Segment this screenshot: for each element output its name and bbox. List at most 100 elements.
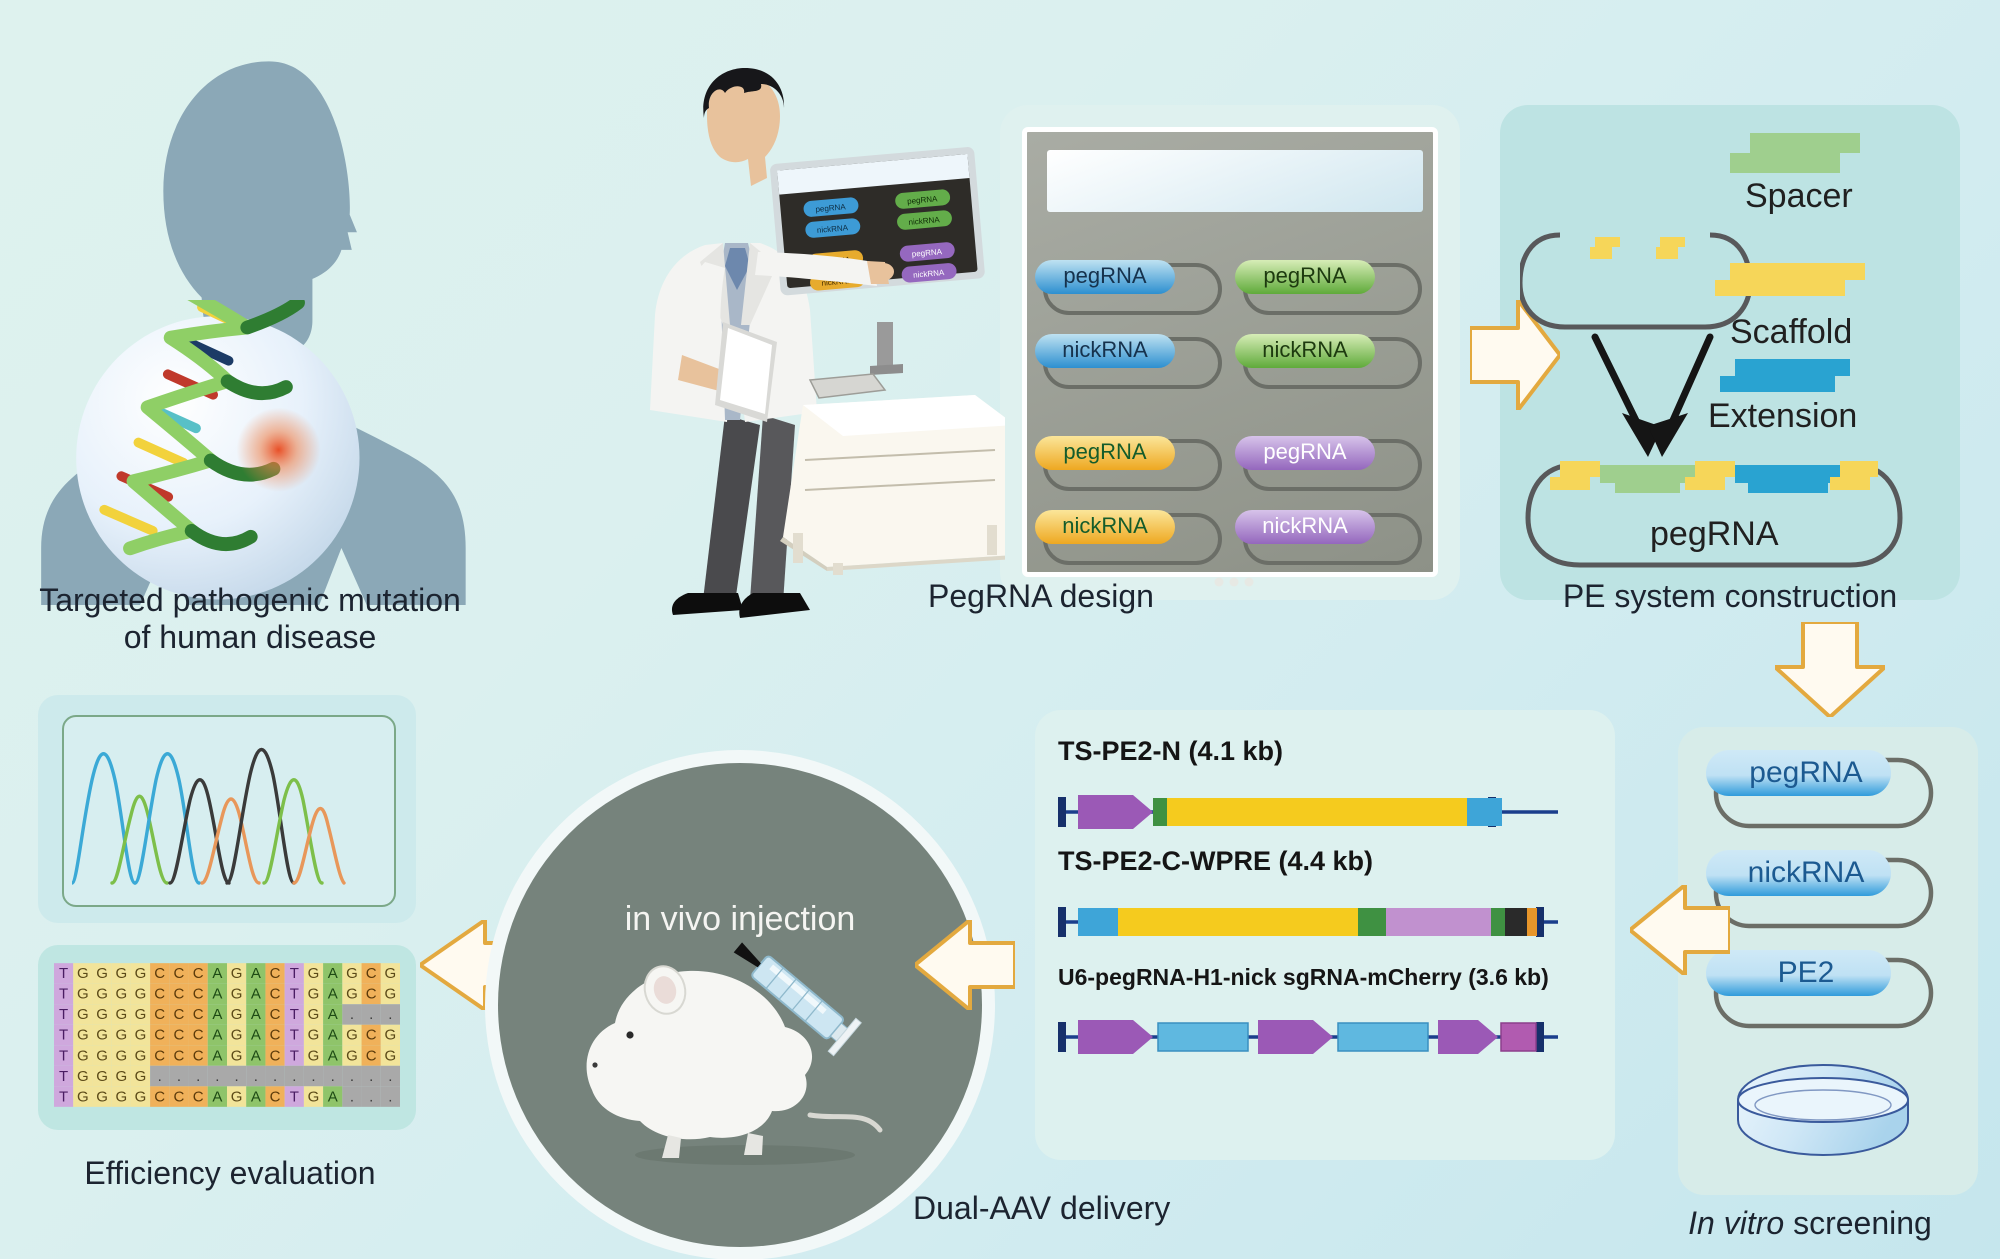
- svg-text:T: T: [290, 965, 299, 982]
- svg-text:G: G: [135, 986, 147, 1003]
- svg-text:A: A: [328, 1027, 338, 1044]
- svg-text:.: .: [292, 1068, 296, 1085]
- svg-text:C: C: [174, 1088, 185, 1105]
- svg-text:U6-pegRNA-H1-nick sgRNA-mCherr: U6-pegRNA-H1-nick sgRNA-mCherry (3.6 kb): [1058, 964, 1549, 990]
- svg-text:C: C: [154, 1088, 165, 1105]
- svg-text:G: G: [115, 965, 127, 982]
- svg-text:C: C: [154, 1006, 165, 1023]
- svg-text:G: G: [346, 1027, 358, 1044]
- svg-text:.: .: [235, 1068, 239, 1085]
- svg-text:.: .: [311, 1068, 315, 1085]
- svg-text:nickRNA: nickRNA: [1062, 513, 1148, 538]
- svg-text:G: G: [231, 1088, 243, 1105]
- svg-text:C: C: [174, 1006, 185, 1023]
- svg-text:.: .: [177, 1068, 181, 1085]
- svg-text:C: C: [154, 1027, 165, 1044]
- svg-text:G: G: [308, 1047, 320, 1064]
- svg-text:G: G: [115, 1068, 127, 1085]
- svg-text:G: G: [135, 1047, 147, 1064]
- svg-text:.: .: [215, 1068, 219, 1085]
- svg-text:G: G: [346, 965, 358, 982]
- svg-text:A: A: [212, 965, 222, 982]
- svg-text:G: G: [308, 986, 320, 1003]
- svg-text:A: A: [251, 1047, 261, 1064]
- svg-text:T: T: [290, 1027, 299, 1044]
- svg-text:G: G: [231, 986, 243, 1003]
- svg-text:pegRNA: pegRNA: [1263, 263, 1346, 288]
- svg-text:nickRNA: nickRNA: [1262, 337, 1348, 362]
- svg-text:G: G: [96, 1006, 108, 1023]
- svg-text:C: C: [270, 965, 281, 982]
- svg-text:G: G: [135, 1068, 147, 1085]
- svg-text:.: .: [369, 1068, 373, 1085]
- svg-text:C: C: [174, 965, 185, 982]
- svg-text:G: G: [231, 1027, 243, 1044]
- svg-text:C: C: [366, 986, 377, 1003]
- svg-text:A: A: [251, 1088, 261, 1105]
- svg-text:C: C: [270, 986, 281, 1003]
- svg-text:A: A: [328, 965, 338, 982]
- svg-text:T: T: [59, 1006, 68, 1023]
- svg-text:C: C: [270, 1006, 281, 1023]
- svg-text:G: G: [308, 965, 320, 982]
- svg-text:pegRNA: pegRNA: [1263, 439, 1346, 464]
- svg-text:G: G: [385, 965, 397, 982]
- svg-text:.: .: [388, 1006, 392, 1023]
- svg-text:G: G: [308, 1027, 320, 1044]
- svg-text:C: C: [154, 965, 165, 982]
- svg-text:pegRNA: pegRNA: [1063, 263, 1146, 288]
- svg-text:A: A: [212, 1088, 222, 1105]
- svg-text:C: C: [174, 986, 185, 1003]
- svg-text:G: G: [96, 986, 108, 1003]
- svg-text:G: G: [96, 965, 108, 982]
- svg-text:A: A: [328, 1088, 338, 1105]
- svg-text:Extension: Extension: [1708, 397, 1857, 435]
- svg-text:G: G: [77, 986, 89, 1003]
- svg-text:A: A: [212, 986, 222, 1003]
- svg-text:G: G: [308, 1088, 320, 1105]
- svg-text:G: G: [115, 986, 127, 1003]
- svg-text:C: C: [366, 1047, 377, 1064]
- svg-text:Spacer: Spacer: [1745, 177, 1853, 215]
- svg-text:.: .: [350, 1006, 354, 1023]
- svg-text:G: G: [77, 1006, 89, 1023]
- svg-text:T: T: [290, 1006, 299, 1023]
- svg-text:G: G: [77, 1027, 89, 1044]
- svg-text:G: G: [385, 1047, 397, 1064]
- svg-text:G: G: [77, 1047, 89, 1064]
- svg-text:TS-PE2-N (4.1 kb): TS-PE2-N (4.1 kb): [1058, 736, 1283, 766]
- svg-text:G: G: [135, 1006, 147, 1023]
- svg-text:.: .: [158, 1068, 162, 1085]
- svg-text:G: G: [96, 1088, 108, 1105]
- svg-text:A: A: [328, 986, 338, 1003]
- svg-text:G: G: [135, 1088, 147, 1105]
- svg-text:TS-PE2-C-WPRE (4.4 kb): TS-PE2-C-WPRE (4.4 kb): [1058, 846, 1373, 876]
- svg-text:C: C: [174, 1027, 185, 1044]
- svg-text:nickRNA: nickRNA: [1062, 337, 1148, 362]
- svg-text:.: .: [369, 1006, 373, 1023]
- svg-text:.: .: [196, 1068, 200, 1085]
- svg-text:G: G: [346, 986, 358, 1003]
- svg-text:G: G: [135, 1027, 147, 1044]
- svg-text:.: .: [350, 1088, 354, 1105]
- svg-text:.: .: [254, 1068, 258, 1085]
- svg-text:C: C: [193, 986, 204, 1003]
- svg-text:T: T: [59, 1047, 68, 1064]
- svg-text:G: G: [115, 1047, 127, 1064]
- svg-text:C: C: [174, 1047, 185, 1064]
- svg-text:A: A: [328, 1047, 338, 1064]
- svg-text:A: A: [251, 1006, 261, 1023]
- svg-text:A: A: [328, 1006, 338, 1023]
- svg-text:in vivo injection: in vivo injection: [625, 900, 856, 938]
- svg-text:A: A: [212, 1027, 222, 1044]
- svg-text:C: C: [154, 1047, 165, 1064]
- svg-text:T: T: [59, 1088, 68, 1105]
- svg-text:.: .: [369, 1088, 373, 1105]
- svg-text:C: C: [193, 1027, 204, 1044]
- svg-text:.: .: [388, 1068, 392, 1085]
- svg-text:T: T: [290, 1047, 299, 1064]
- svg-text:pegRNA: pegRNA: [1063, 439, 1146, 464]
- svg-text:A: A: [212, 1006, 222, 1023]
- svg-text:C: C: [366, 1027, 377, 1044]
- svg-text:C: C: [270, 1027, 281, 1044]
